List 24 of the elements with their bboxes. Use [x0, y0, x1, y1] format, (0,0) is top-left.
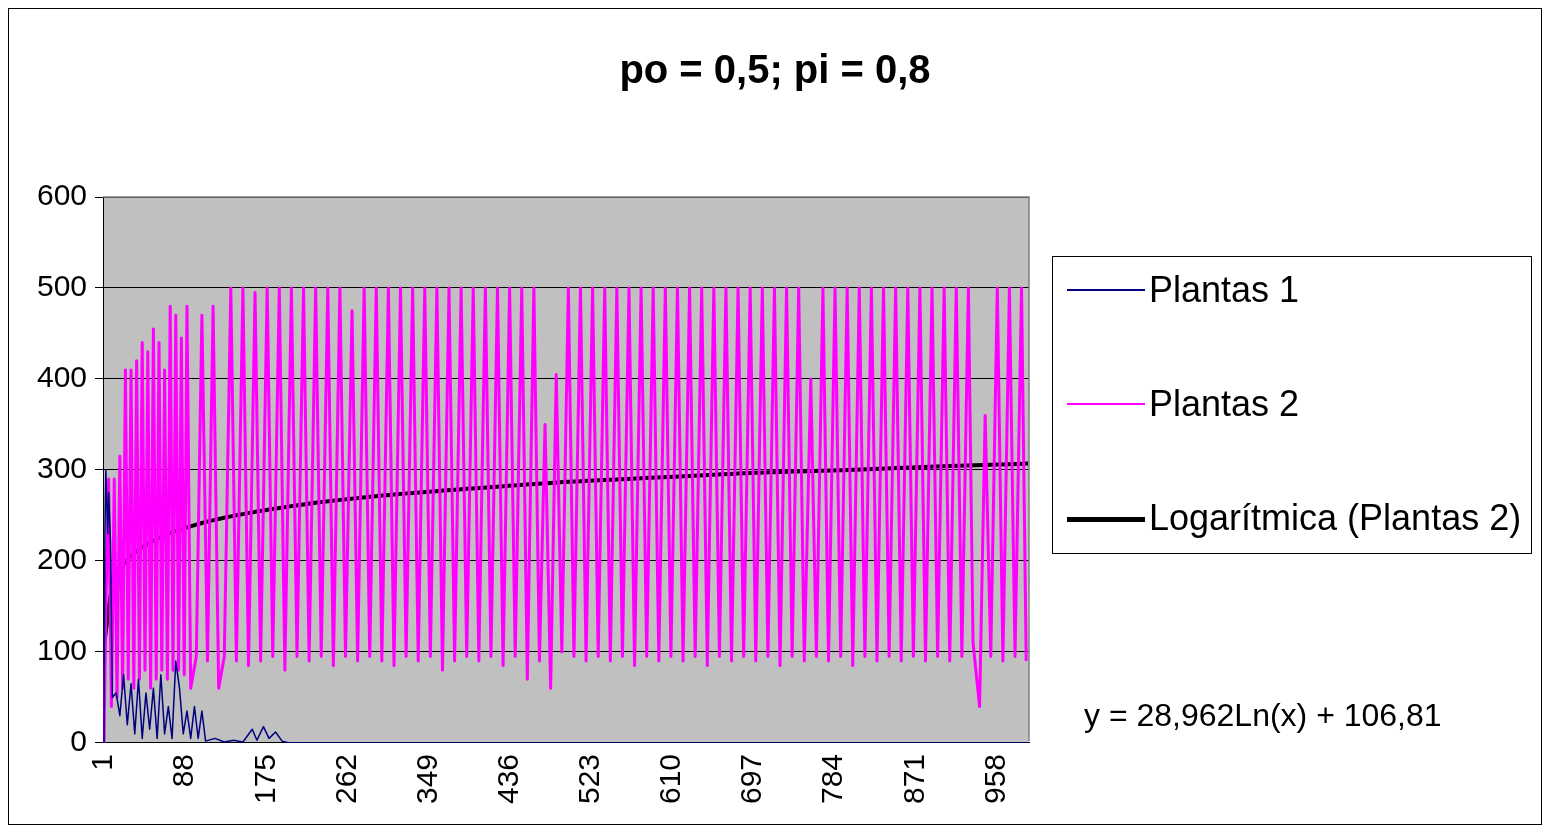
y-tick-label: 600 [36, 178, 88, 212]
x-tick-label: 697 [734, 753, 768, 805]
x-tick-label: 784 [815, 753, 849, 805]
x-tick-label: 175 [247, 753, 281, 805]
x-tick-label: 436 [490, 753, 524, 805]
chart-title: po = 0,5; pi = 0,8 [618, 47, 932, 92]
legend-label: Plantas 2 [1148, 383, 1300, 425]
text: y = 28,962Ln(x) + 106,81 [1084, 697, 1442, 734]
x-tick-label: 349 [409, 753, 443, 805]
x-tick-label: 871 [896, 753, 930, 805]
x-tick-label: 262 [328, 753, 362, 805]
y-tick-label: 0 [70, 724, 88, 758]
y-tick-label: 200 [36, 542, 88, 576]
legend-label: Logarítmica (Plantas 2) [1148, 497, 1522, 539]
legend-label: Plantas 1 [1148, 269, 1300, 311]
x-tick-label: 1 [85, 753, 119, 771]
y-tick-label: 400 [36, 360, 88, 394]
x-tick-label: 610 [653, 753, 687, 805]
x-tick-label: 958 [977, 753, 1011, 805]
x-tick-label: 523 [572, 753, 605, 805]
x-tick-label: 88 [166, 753, 200, 788]
y-tick-label: 100 [36, 633, 88, 667]
y-tick-label: 500 [36, 269, 88, 303]
y-tick-label: 300 [36, 451, 88, 485]
